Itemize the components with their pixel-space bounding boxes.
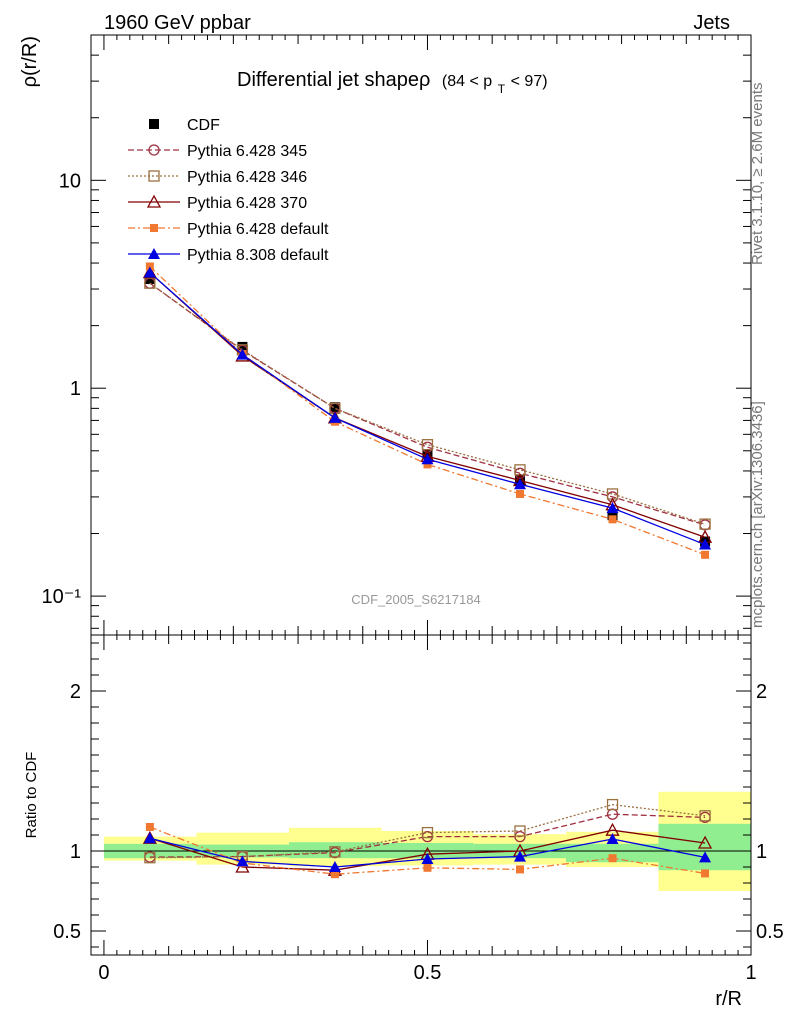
ratio-y-tick-label-left: 0.5 bbox=[53, 921, 81, 943]
band-stat bbox=[658, 823, 751, 871]
legend-marker-pythia-6-428-default bbox=[150, 224, 158, 232]
main-yticks: 10 1 10⁻¹ bbox=[42, 170, 82, 608]
point-pythia-8-308-default bbox=[236, 348, 249, 360]
point-pythia-6-428-default bbox=[145, 262, 154, 271]
point-cdf bbox=[144, 274, 155, 285]
band-stat bbox=[565, 843, 659, 863]
point-cdf bbox=[329, 402, 340, 413]
ratio-point-pythia-8-308-default bbox=[236, 855, 249, 867]
header-energy: 1960 GeV ppbar bbox=[104, 12, 251, 34]
point-pythia-6-428-default bbox=[608, 515, 617, 524]
ratio-y-tick-label-right: 0.5 bbox=[756, 921, 784, 943]
ratio-y-tick-label-right: 2 bbox=[756, 681, 767, 703]
rivet-version-label: Rivet 3.1.10, ≥ 2.6M events bbox=[749, 83, 766, 266]
point-cdf bbox=[237, 341, 248, 352]
ratio-point-pythia-6-428-346 bbox=[421, 826, 434, 839]
x-tick-label: 0.5 bbox=[414, 962, 442, 984]
ratio-series bbox=[142, 798, 713, 879]
ratio-point-pythia-8-308-default bbox=[514, 850, 526, 862]
ratio-point-pythia-6-428-346 bbox=[699, 810, 711, 822]
ratio-point-pythia-6-428-346 bbox=[514, 825, 526, 837]
ratio-point-pythia-8-308-default bbox=[328, 861, 341, 872]
ratio-point-pythia-6-428-default bbox=[701, 869, 710, 878]
point-cdf bbox=[607, 510, 618, 521]
legend-label-pythia-6-428-370: Pythia 6.428 370 bbox=[187, 195, 307, 212]
main-title-end: < 97) bbox=[511, 73, 548, 90]
ratio-point-pythia-6-428-346 bbox=[144, 852, 156, 864]
ratio-point-pythia-8-308-default bbox=[699, 851, 712, 863]
ratio-xticks: 0 0.5 1 bbox=[98, 635, 757, 984]
ratio-point-pythia-8-308-default bbox=[143, 832, 156, 844]
legend-marker-cdf bbox=[149, 119, 159, 129]
main-title-sub: T bbox=[498, 82, 506, 96]
series-line-pythia-6-428-346 bbox=[149, 282, 706, 525]
point-pythia-8-308-default bbox=[143, 266, 156, 278]
ratio-point-pythia-6-428-346 bbox=[329, 846, 341, 858]
ratio-y-tick-label-left: 2 bbox=[70, 681, 81, 703]
main-xticks bbox=[103, 35, 752, 635]
point-pythia-6-428-default bbox=[516, 489, 524, 498]
legend-label-pythia-6-428-default: Pythia 6.428 default bbox=[187, 221, 329, 238]
main-panel: 10 1 10⁻¹ ρ(r/R) Differential jet shapeρ (… bbox=[19, 34, 752, 636]
legend-marker-pythia-6-428-370 bbox=[146, 194, 162, 208]
x-tick-label: 1 bbox=[745, 962, 756, 984]
legend: CDF Pythia 6.428 345 Pythia 6.428 346 Pythi… bbox=[128, 117, 329, 264]
analysis-watermark: CDF_2005_S6217184 bbox=[351, 592, 480, 607]
main-y-tick-label: 10 bbox=[59, 170, 81, 192]
x-axis-label: r/R bbox=[715, 988, 742, 1010]
ratio-yticks: 2 2 1 1 0.5 0.5 bbox=[53, 642, 784, 948]
legend-marker-pythia-8-308-default bbox=[148, 248, 160, 259]
series-line-pythia-8-308-default bbox=[149, 272, 706, 546]
mcplots-label: mcplots.cern.ch [arXiv:1306.3436] bbox=[749, 401, 766, 628]
point-pythia-8-308-default bbox=[514, 478, 526, 490]
legend-marker-pythia-6-428-345 bbox=[148, 144, 160, 156]
series-line-pythia-6-428-345 bbox=[149, 282, 706, 526]
band-stat bbox=[289, 842, 382, 859]
main-minor-ticks bbox=[91, 34, 751, 629]
main-title: Differential jet shapeρ (84 < p T < 97) bbox=[237, 69, 548, 98]
point-pythia-6-428-default bbox=[423, 460, 432, 469]
ratio-point-pythia-6-428-346 bbox=[606, 798, 619, 811]
legend-label-pythia-8-308-default: Pythia 8.308 default bbox=[187, 247, 329, 264]
ratio-point-pythia-6-428-370 bbox=[697, 835, 713, 849]
ratio-point-pythia-6-428-default bbox=[330, 870, 339, 879]
ratio-y-tick-label-right: 1 bbox=[756, 841, 767, 863]
ratio-point-pythia-6-428-default bbox=[516, 865, 524, 874]
main-y-tick-label: 10⁻¹ bbox=[42, 586, 82, 608]
main-y-tick-label: 1 bbox=[70, 378, 81, 400]
legend-label-pythia-6-428-346: Pythia 6.428 346 bbox=[187, 169, 307, 186]
point-pythia-6-428-346 bbox=[699, 518, 711, 530]
main-title-text: Differential jet shapeρ bbox=[237, 69, 430, 91]
main-title-range: (84 < p bbox=[442, 73, 492, 90]
point-pythia-8-308-default bbox=[328, 411, 341, 423]
ratio-point-pythia-8-308-default bbox=[606, 833, 619, 844]
ratio-frame bbox=[90, 634, 752, 956]
ratio-point-pythia-8-308-default bbox=[421, 853, 434, 864]
ratio-panel: 2 21 10.5 0.5 0 0.5 1 Ratio to CDF r/R bbox=[23, 634, 784, 1010]
point-pythia-8-308-default bbox=[606, 502, 619, 514]
legend-label-cdf: CDF bbox=[187, 117, 220, 134]
ratio-y-axis-label: Ratio to CDF bbox=[23, 752, 40, 839]
x-tick-label: 0 bbox=[98, 962, 109, 984]
ratio-point-pythia-6-428-default bbox=[608, 854, 617, 863]
point-pythia-8-308-default bbox=[699, 538, 712, 550]
svg-text:Differential jet shapeρ: Differential jet shapeρ (84 < p T < 97) bbox=[237, 69, 548, 98]
main-series bbox=[142, 262, 713, 559]
point-pythia-6-428-default bbox=[701, 550, 710, 559]
legend-label-pythia-6-428-345: Pythia 6.428 345 bbox=[187, 143, 307, 160]
main-y-axis-label: ρ(r/R) bbox=[19, 36, 41, 87]
ratio-point-pythia-6-428-default bbox=[423, 863, 432, 872]
ratio-point-pythia-6-428-default bbox=[145, 823, 154, 831]
ratio-y-tick-label-left: 1 bbox=[70, 841, 81, 863]
point-pythia-8-308-default bbox=[421, 453, 434, 465]
header-category: Jets bbox=[693, 12, 730, 34]
legend-marker-pythia-6-428-346 bbox=[148, 170, 160, 182]
